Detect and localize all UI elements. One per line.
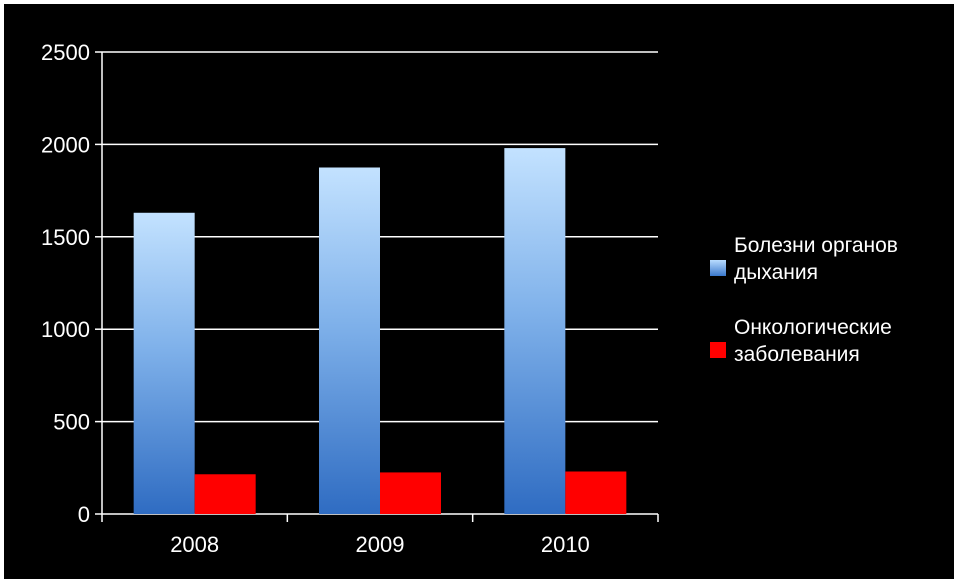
legend-label-oncology-line1: Онкологические <box>734 316 892 339</box>
legend-swatch-oncology <box>710 342 726 358</box>
bar-oncology-2010 <box>565 471 627 514</box>
legend-label-respiratory-line1: Болезни органов <box>734 234 898 257</box>
bars <box>133 148 627 514</box>
x-tick-label: 2009 <box>356 532 405 557</box>
bar-chart: 0 500 1000 1500 2000 2500 2008 2009 2010 Болезни… <box>41 40 898 557</box>
x-tick-label: 2008 <box>170 532 219 557</box>
legend-swatch-respiratory <box>710 260 726 276</box>
y-tick-label: 2000 <box>41 132 90 157</box>
bar-respiratory-2008 <box>133 212 195 514</box>
y-tick-label: 0 <box>78 502 90 527</box>
y-tick-label: 1500 <box>41 225 90 250</box>
x-tick-label: 2010 <box>541 532 590 557</box>
legend-label-oncology-line2: заболевания <box>734 343 860 366</box>
bar-oncology-2009 <box>380 472 441 514</box>
legend-label-respiratory-line2: дыхания <box>734 261 818 284</box>
bar-oncology-2008 <box>194 474 256 514</box>
tick-labels: 0 500 1000 1500 2000 2500 2008 2009 2010 <box>41 40 590 557</box>
chart-panel: 0 500 1000 1500 2000 2500 2008 2009 2010 Болезни… <box>4 4 954 579</box>
bar-respiratory-2009 <box>319 167 380 514</box>
bar-respiratory-2010 <box>504 148 566 514</box>
y-tick-label: 500 <box>53 410 90 435</box>
y-tick-label: 1000 <box>41 317 90 342</box>
legend: Болезни органов дыхания Онкологические забо… <box>710 234 898 366</box>
y-tick-label: 2500 <box>41 40 90 65</box>
